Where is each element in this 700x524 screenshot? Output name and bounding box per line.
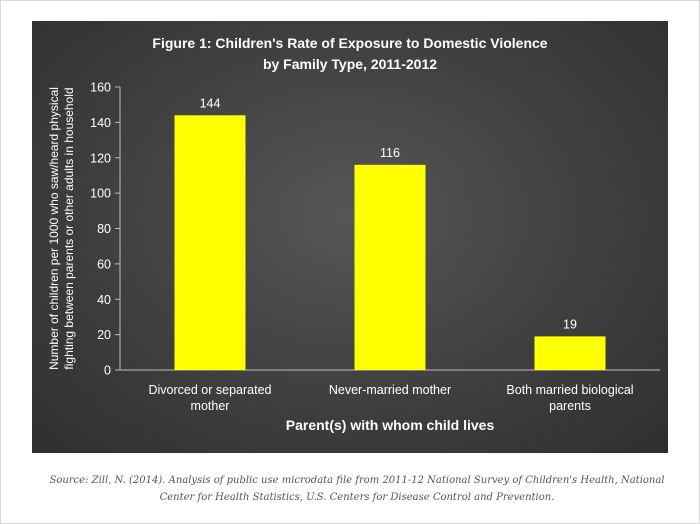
chart-panel: Figure 1: Children's Rate of Exposure to…	[32, 21, 668, 453]
bar-chart: Figure 1: Children's Rate of Exposure to…	[47, 35, 660, 433]
x-tick-label: parents	[549, 399, 591, 413]
y-tick-label: 160	[90, 81, 111, 95]
data-label: 116	[380, 146, 400, 160]
bar	[534, 336, 606, 370]
x-tick-label: mother	[191, 399, 230, 413]
y-tick-label: 100	[90, 187, 111, 201]
chart-title-line: Figure 1: Children's Rate of Exposure to…	[152, 35, 547, 51]
data-label: 19	[563, 317, 577, 331]
y-tick-label: 80	[97, 222, 111, 236]
bar	[354, 164, 426, 370]
bar	[174, 115, 246, 370]
x-axis-label: Parent(s) with whom child lives	[286, 417, 495, 433]
y-tick-label: 0	[104, 364, 111, 378]
y-tick-label: 140	[90, 116, 111, 130]
y-axis-label-line: Number of children per 1000 who saw/hear…	[47, 87, 61, 370]
y-tick-label: 60	[97, 257, 111, 271]
source-note: Source: Zill, N. (2014). Analysis of pub…	[49, 475, 665, 503]
y-tick-label: 120	[90, 151, 111, 165]
x-tick-label: Divorced or separated	[149, 383, 272, 397]
data-label: 144	[200, 96, 221, 110]
x-tick-label: Both married biological	[506, 383, 633, 397]
y-tick-label: 20	[97, 328, 111, 342]
y-axis-label-line: fighting between parents or other adults…	[62, 87, 76, 369]
y-tick-label: 40	[97, 293, 111, 307]
x-tick-label: Never-married mother	[329, 383, 451, 397]
chart-title-line: by Family Type, 2011-2012	[263, 56, 437, 72]
